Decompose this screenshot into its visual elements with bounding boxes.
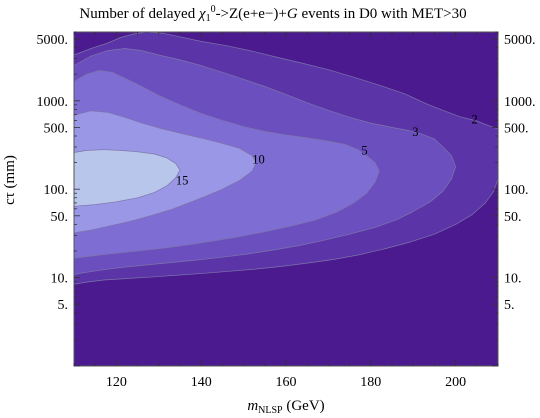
contour-label-10: 10 — [252, 153, 265, 167]
y-tick-label: 5000. — [37, 33, 69, 48]
y-tick-label-right: 10. — [504, 272, 522, 287]
y-tick-label-right: 500. — [504, 121, 529, 136]
y-tick-label-right: 50. — [504, 210, 522, 225]
chart-title: Number of delayed χ10->Z(e+e−)+G events … — [79, 4, 466, 24]
contour-band-15 — [74, 149, 181, 207]
y-tick-label-right: 5. — [504, 298, 515, 313]
y-tick-label-right: 1000. — [504, 95, 536, 110]
contour-label-2: 2 — [472, 112, 478, 126]
contour-label-15: 15 — [176, 173, 189, 187]
y-tick-label-right: 5000. — [504, 33, 536, 48]
plot-area: 2 3 5 10 15 — [73, 31, 499, 367]
contour-regions — [74, 32, 498, 366]
x-tick-label: 160 — [276, 375, 297, 390]
x-axis: 120 140 160 180 200 — [73, 32, 499, 390]
x-axis-title: mNLSP (GeV) — [247, 398, 324, 416]
y-tick-label: 5. — [58, 298, 69, 313]
x-tick-label: 140 — [191, 375, 212, 390]
y-axis-right: 5000. 1000. 500. 100. 50. 10. 5. — [492, 31, 536, 367]
x-tick-label: 120 — [106, 375, 127, 390]
y-tick-label: 50. — [51, 210, 69, 225]
y-axis-title: cτ (mm) — [2, 155, 18, 205]
y-tick-label: 500. — [44, 121, 69, 136]
y-tick-label-right: 100. — [504, 183, 529, 198]
contour-label-3: 3 — [412, 125, 418, 139]
y-axis-left: 5000. 1000. 500. 100. 50. 10. 5. — [37, 31, 80, 367]
y-tick-label: 1000. — [37, 95, 69, 110]
x-tick-label: 200 — [445, 375, 466, 390]
contour-label-5: 5 — [361, 144, 367, 158]
y-tick-label: 100. — [44, 183, 69, 198]
x-tick-label: 180 — [360, 375, 381, 390]
y-tick-label: 10. — [51, 272, 69, 287]
contour-labels: 2 3 5 10 15 — [176, 112, 478, 187]
